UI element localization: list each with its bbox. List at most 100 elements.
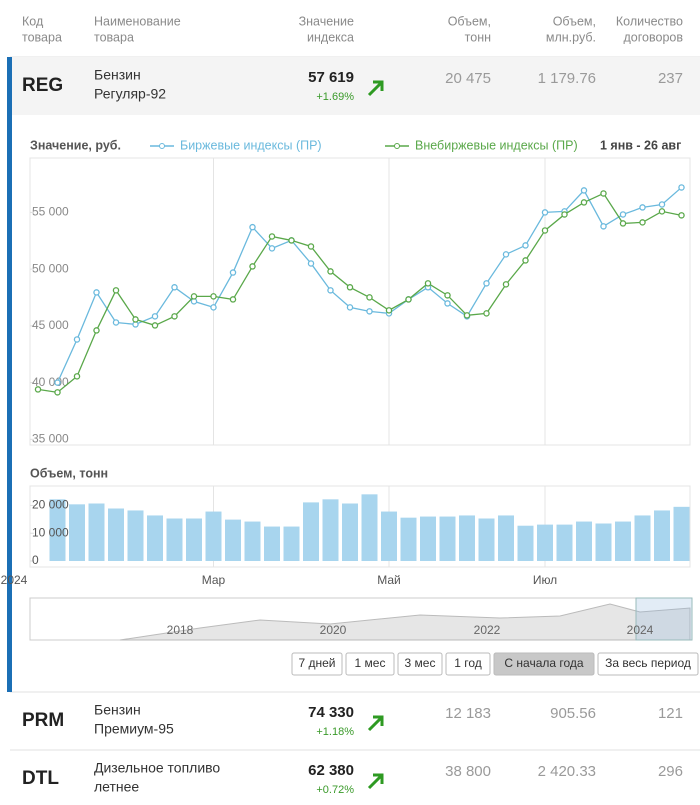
range-button[interactable]: 1 год [445, 652, 491, 676]
y-tick-label: 50 000 [32, 261, 69, 275]
point [54, 389, 61, 396]
cell: 121 [658, 705, 683, 722]
point [678, 184, 685, 191]
point [502, 251, 510, 258]
bar [69, 504, 85, 561]
header-label: индекса [307, 30, 354, 44]
point [249, 223, 256, 231]
x-tick-label: 2024 [1, 573, 28, 587]
header-label: Значение [299, 14, 354, 28]
point [366, 308, 373, 315]
navigator-label: 2022 [474, 623, 501, 637]
bar [342, 503, 358, 561]
index-value: 62 380 [308, 762, 354, 779]
point [327, 268, 334, 275]
cell: 1 179.76 [538, 70, 596, 87]
point [346, 304, 354, 311]
point [307, 260, 315, 267]
point [112, 287, 120, 294]
bar [576, 521, 592, 561]
point [658, 208, 666, 215]
bar [361, 494, 378, 561]
point [93, 327, 100, 334]
point [405, 296, 412, 303]
name: летнее [94, 779, 139, 795]
bar [225, 519, 241, 561]
range-button[interactable]: За весь период [597, 652, 699, 676]
header-label: Количество [616, 14, 683, 28]
point [171, 284, 178, 291]
up-arrow [367, 715, 384, 732]
header-label: Наименование [94, 14, 181, 28]
name: Бензин [94, 67, 141, 83]
button-box [445, 652, 491, 676]
range-button[interactable]: С начала года [493, 652, 595, 676]
cell: 296 [658, 763, 683, 780]
point [522, 257, 529, 264]
header-label: договоров [624, 30, 684, 44]
range-button[interactable]: 7 дней [291, 652, 343, 676]
point [190, 293, 198, 300]
point [580, 199, 588, 206]
point [307, 243, 315, 250]
bar [517, 525, 534, 561]
point [600, 190, 607, 197]
bar [166, 518, 183, 561]
x-tick-label: Июл [533, 573, 557, 587]
button-label: 1 мес [355, 656, 386, 670]
navigator-label: 2018 [167, 623, 194, 637]
point [229, 269, 237, 276]
bar [244, 521, 261, 561]
button-box [493, 652, 595, 676]
range-button[interactable]: 3 мес [397, 652, 443, 676]
point [54, 379, 61, 386]
point [463, 312, 471, 319]
chart-title: Значение, руб. [30, 138, 121, 152]
point [619, 211, 627, 218]
bar [108, 508, 124, 561]
button-label: 7 дней [298, 656, 335, 670]
point [210, 304, 217, 311]
cell: 20 475 [445, 70, 491, 87]
cell: 2 420.33 [538, 763, 596, 780]
header-label: товара [22, 30, 62, 44]
header-label: товара [94, 30, 134, 44]
bar [459, 515, 475, 561]
cell: 38 800 [445, 763, 491, 780]
legend-label: Биржевые индексы (ПР) [180, 138, 322, 152]
up-arrow [367, 80, 384, 97]
point [210, 293, 217, 300]
bar [186, 518, 202, 561]
y-tick-label: 10 000 [32, 525, 69, 539]
legend-dot [394, 143, 400, 149]
point [541, 209, 549, 216]
header-label: Объем, [553, 14, 596, 28]
name: Дизельное топливо [94, 760, 220, 776]
button-box [291, 652, 343, 676]
point [600, 223, 607, 230]
x-tick-label: Мар [202, 573, 226, 587]
button-label: За весь период [605, 656, 691, 670]
navigator-label: 2020 [320, 623, 347, 637]
point [424, 280, 432, 287]
bar [478, 518, 495, 561]
point [502, 281, 510, 288]
point [73, 373, 81, 380]
series-line [37, 192, 682, 394]
range-button[interactable]: 1 мес [345, 652, 395, 676]
header-label: Объем, [448, 14, 491, 28]
point [444, 300, 451, 307]
point [366, 294, 373, 301]
point [268, 233, 276, 240]
point [327, 287, 334, 294]
point [112, 319, 120, 326]
index-change: +1.18% [316, 726, 354, 738]
point [483, 280, 490, 287]
point [385, 307, 393, 314]
button-label: С начала года [504, 656, 583, 670]
plot-border [29, 485, 691, 568]
bar [420, 516, 436, 561]
code: REG [22, 75, 63, 96]
